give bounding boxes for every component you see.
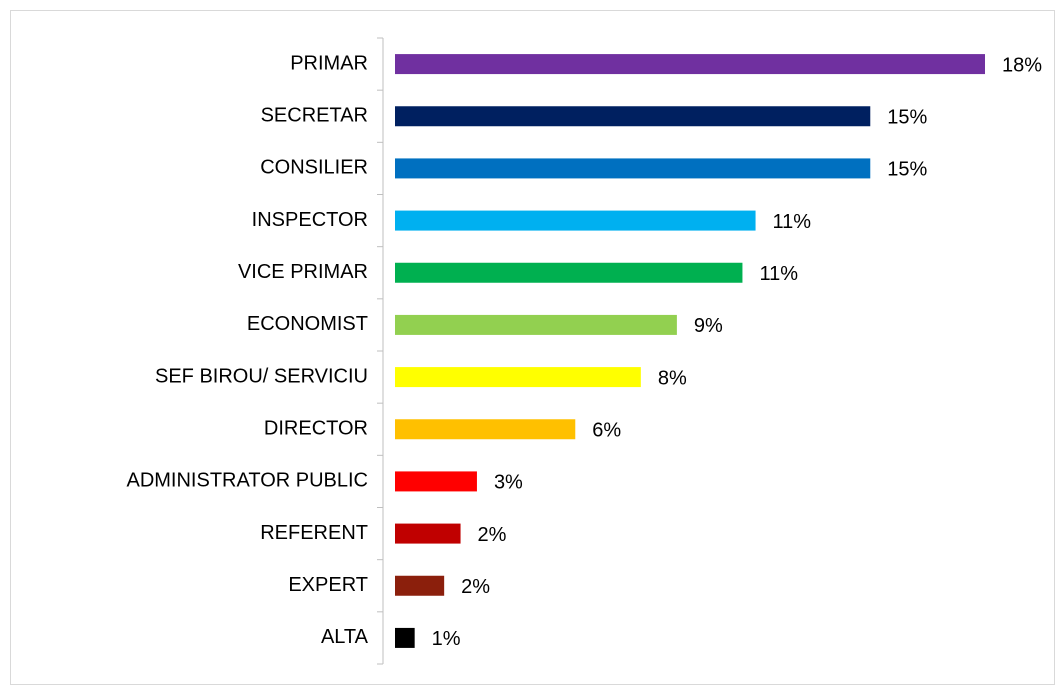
bar [395, 471, 477, 492]
bar [395, 54, 985, 75]
category-label: INSPECTOR [252, 209, 368, 231]
value-label: 9% [694, 315, 723, 337]
bar [395, 419, 576, 440]
bar [395, 523, 461, 544]
category-label: REFERENT [260, 522, 368, 544]
category-label: DIRECTOR [264, 418, 368, 440]
value-label: 11% [759, 263, 798, 285]
category-label: VICE PRIMAR [238, 261, 368, 283]
bar [395, 367, 641, 388]
category-label: CONSILIER [260, 157, 368, 179]
category-label: PRIMAR [290, 52, 368, 74]
bar [395, 106, 871, 127]
bar [395, 575, 445, 596]
bar [395, 210, 756, 231]
bar [395, 158, 871, 179]
value-label: 15% [887, 107, 927, 129]
bar [395, 627, 415, 648]
value-label: 15% [887, 159, 927, 181]
category-label: ADMINISTRATOR PUBLIC [126, 470, 368, 492]
value-label: 1% [432, 628, 461, 650]
value-label: 2% [461, 576, 490, 598]
value-label: 6% [592, 420, 621, 442]
value-label: 2% [478, 524, 507, 546]
bar [395, 314, 677, 335]
category-label: ALTA [321, 626, 369, 648]
bar [395, 262, 743, 283]
value-label: 11% [773, 211, 812, 233]
value-label: 3% [494, 472, 523, 494]
value-label: 18% [1002, 54, 1042, 76]
category-label: SEF BIROU/ SERVICIU [155, 365, 368, 387]
category-label: SECRETAR [261, 105, 368, 127]
category-label: EXPERT [288, 574, 368, 596]
value-label: 8% [658, 367, 687, 389]
category-label: ECONOMIST [247, 313, 368, 335]
